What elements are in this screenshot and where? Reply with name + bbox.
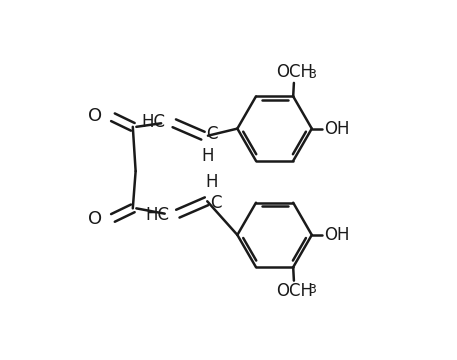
- Text: C: C: [210, 194, 222, 212]
- Text: O: O: [88, 107, 102, 125]
- Text: OH: OH: [324, 226, 349, 244]
- Text: OH: OH: [324, 120, 349, 138]
- Text: OCH: OCH: [276, 282, 314, 300]
- Text: HC: HC: [145, 206, 169, 224]
- Text: C: C: [207, 125, 218, 143]
- Text: H: H: [205, 173, 218, 191]
- Text: H: H: [202, 147, 214, 165]
- Text: OCH: OCH: [276, 63, 314, 81]
- Text: 3: 3: [308, 68, 316, 81]
- Text: 3: 3: [308, 283, 316, 296]
- Text: HC: HC: [142, 113, 166, 131]
- Text: O: O: [88, 210, 102, 228]
